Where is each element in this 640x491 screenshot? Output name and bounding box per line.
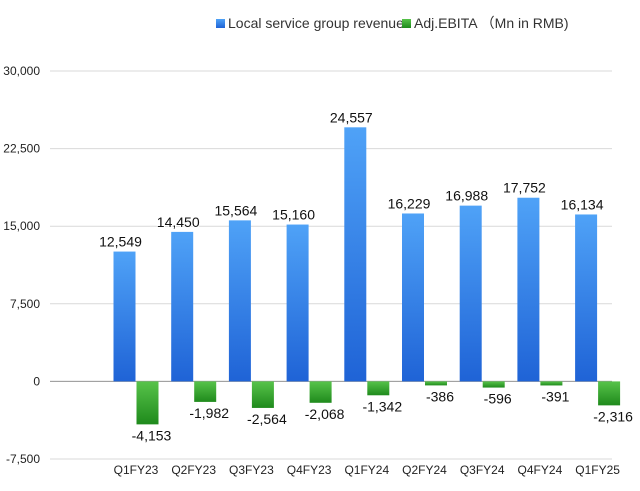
data-label-revenue: 17,752 bbox=[503, 180, 546, 196]
data-label-revenue: 16,134 bbox=[561, 196, 604, 212]
bar-revenue bbox=[459, 205, 482, 382]
data-label-revenue: 16,229 bbox=[388, 195, 431, 211]
legend: Local service group revenue Adj.EBITA （M… bbox=[216, 15, 569, 31]
data-label-ebita: -391 bbox=[541, 388, 569, 404]
legend-label-revenue: Local service group revenue bbox=[228, 15, 404, 31]
bars bbox=[113, 127, 621, 425]
data-labels: 12,549 -4,153 14,450 -1,982 15,564 -2,564 15,1… bbox=[98, 108, 634, 444]
x-tick-label: Q3FY23 bbox=[229, 463, 274, 477]
data-label-revenue: 16,988 bbox=[445, 188, 488, 204]
data-label-ebita: -596 bbox=[484, 391, 512, 407]
bar-revenue bbox=[171, 231, 194, 382]
data-label-revenue: 14,450 bbox=[157, 214, 200, 230]
legend-label-ebita: Adj.EBITA （Mn in RMB) bbox=[414, 15, 569, 31]
bar-revenue bbox=[575, 214, 598, 382]
bar-ebita bbox=[367, 381, 390, 396]
x-tick-label: Q2FY23 bbox=[171, 463, 216, 477]
x-axis-ticks: Q1FY23 Q2FY23 Q3FY23 Q4FY23 Q1FY24 Q2FY24 Q3FY… bbox=[114, 463, 621, 477]
bar-revenue bbox=[402, 213, 424, 382]
y-tick-label: 7,500 bbox=[10, 297, 40, 311]
x-tick-label: Q3FY24 bbox=[460, 463, 505, 477]
data-label-ebita: -386 bbox=[426, 388, 454, 404]
y-axis-ticks: -7,500 0 7,500 15,000 22,500 30,000 bbox=[3, 64, 40, 466]
data-label-ebita: -2,564 bbox=[247, 411, 287, 427]
bar-revenue bbox=[286, 224, 309, 382]
y-tick-label: 0 bbox=[33, 374, 40, 388]
data-label-ebita: -4,153 bbox=[132, 427, 172, 443]
bar-revenue bbox=[228, 220, 251, 382]
y-tick-label: 30,000 bbox=[3, 64, 40, 78]
bar-revenue bbox=[113, 251, 136, 382]
y-tick-label: -7,500 bbox=[6, 452, 40, 466]
data-label-revenue: 15,160 bbox=[272, 207, 315, 223]
data-label-revenue: 24,557 bbox=[330, 109, 373, 125]
bar-ebita bbox=[540, 381, 563, 386]
data-label-ebita: -2,316 bbox=[593, 408, 633, 424]
data-label-revenue: 12,549 bbox=[99, 234, 142, 250]
legend-swatch-revenue bbox=[216, 19, 225, 28]
bar-revenue bbox=[517, 197, 540, 382]
bar-ebita bbox=[136, 381, 159, 425]
x-tick-label: Q1FY23 bbox=[114, 463, 159, 477]
x-tick-label: Q1FY24 bbox=[344, 463, 389, 477]
data-label-revenue: 15,564 bbox=[214, 202, 257, 218]
bar-ebita bbox=[309, 381, 332, 403]
y-tick-label: 15,000 bbox=[3, 219, 40, 233]
legend-swatch-ebita bbox=[402, 19, 411, 28]
x-tick-label: Q2FY24 bbox=[402, 463, 447, 477]
y-tick-label: 22,500 bbox=[3, 142, 40, 156]
bar-ebita bbox=[598, 381, 621, 406]
bar-ebita bbox=[425, 381, 447, 386]
x-tick-label: Q4FY23 bbox=[287, 463, 332, 477]
x-tick-label: Q4FY24 bbox=[518, 463, 563, 477]
data-label-ebita: -1,982 bbox=[189, 405, 229, 421]
bar-revenue bbox=[344, 127, 367, 382]
x-tick-label: Q1FY25 bbox=[575, 463, 620, 477]
data-label-ebita: -1,342 bbox=[362, 398, 402, 414]
bar-ebita bbox=[194, 381, 217, 402]
data-label-ebita: -2,068 bbox=[305, 406, 345, 422]
bar-ebita bbox=[251, 381, 274, 408]
bar-ebita bbox=[482, 381, 505, 388]
